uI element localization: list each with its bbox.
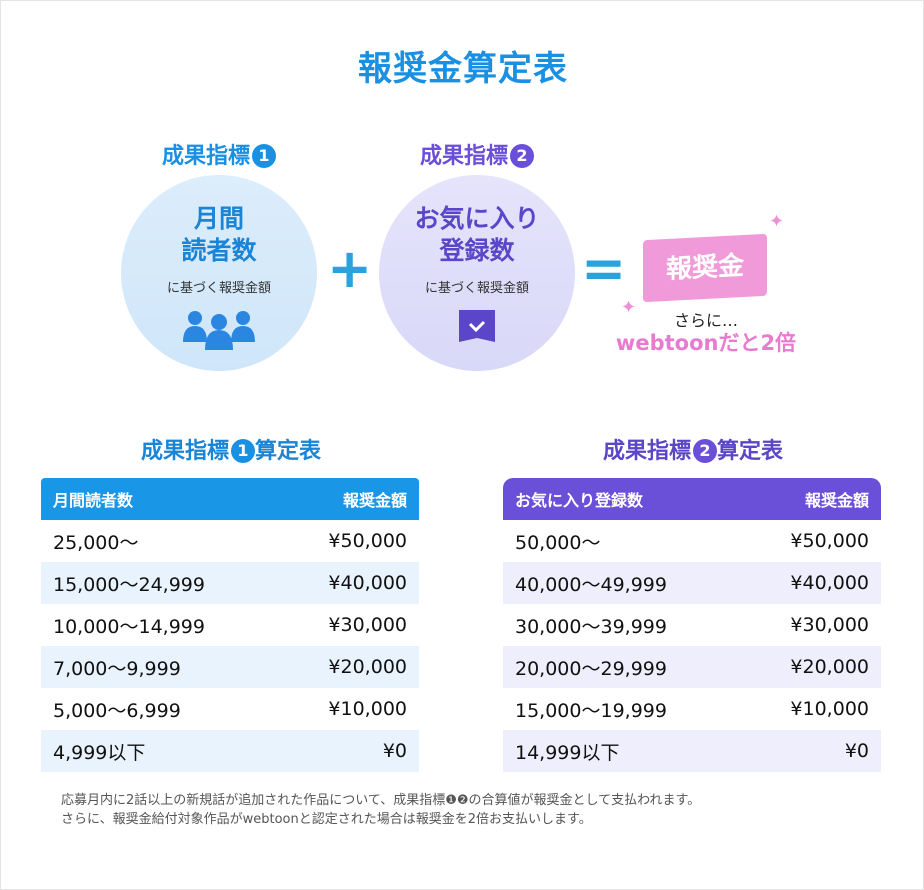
table-header: お気に入り登録数 報奨金額	[503, 478, 881, 520]
indicator1-main-1: 月間	[193, 204, 244, 233]
range-cell: 30,000〜39,999	[515, 615, 667, 638]
footnote-line: さらに、報奨金給付対象作品がwebtoonと認定された場合は報奨金を2倍お支払い…	[61, 812, 592, 827]
reward-cell: ¥30,000	[328, 614, 407, 636]
table1-title: 成果指標 1 算定表	[41, 433, 421, 465]
reward-double: webtoonだと2倍	[615, 331, 797, 355]
number-badge: 1	[231, 439, 255, 463]
table-header: 月間読者数 報奨金額	[41, 478, 419, 520]
indicator1-main-2: 読者数	[181, 236, 257, 265]
table-row: 25,000〜 ¥50,000	[41, 520, 419, 562]
indicator1-label-text: 成果指標	[161, 144, 250, 169]
indicator1-circle: 月間 読者数 に基づく報奨金額	[121, 175, 317, 371]
table-row: 20,000〜29,999 ¥20,000	[503, 646, 881, 688]
range-cell: 14,999以下	[515, 741, 620, 764]
table-row: 7,000〜9,999 ¥20,000	[41, 646, 419, 688]
indicator2-label-text: 成果指標	[419, 144, 508, 169]
reward-cell: ¥20,000	[790, 656, 869, 678]
range-cell: 25,000〜	[53, 531, 139, 554]
footnote-line: 応募月内に2話以上の新規話が追加された作品について、成果指標❶❷の合算値が報奨金…	[61, 793, 701, 808]
range-cell: 20,000〜29,999	[515, 657, 667, 680]
table-row: 50,000〜 ¥50,000	[503, 520, 881, 562]
range-cell: 7,000〜9,999	[53, 657, 181, 680]
indicator2-label: 成果指標 2	[357, 138, 597, 170]
table2-title-suffix: 算定表	[717, 439, 784, 464]
indicator2-main-2: 登録数	[439, 236, 515, 265]
reward-cell: ¥20,000	[328, 656, 407, 678]
page-title: 報奨金算定表	[358, 49, 568, 89]
range-cell: 40,000〜49,999	[515, 573, 667, 596]
column-header: 報奨金額	[741, 478, 881, 520]
bookmark-book-icon	[459, 310, 495, 342]
table1-title-suffix: 算定表	[255, 439, 322, 464]
column-header: 報奨金額	[279, 478, 419, 520]
column-header: お気に入り登録数	[503, 478, 742, 520]
reward-flag: 報奨金	[643, 233, 767, 303]
indicator2-main-1: お気に入り	[414, 204, 540, 233]
reward-more: さらに…	[673, 311, 738, 330]
reward-cell: ¥50,000	[790, 530, 869, 552]
table-row: 5,000〜6,999 ¥10,000	[41, 688, 419, 730]
reward-cell: ¥40,000	[790, 572, 869, 594]
footnote: 応募月内に2話以上の新規話が追加された作品について、成果指標❶❷の合算値が報奨金…	[61, 791, 700, 829]
table2-title: 成果指標 2 算定表	[503, 433, 883, 465]
range-cell: 15,000〜19,999	[515, 699, 667, 722]
people-icon	[183, 311, 255, 350]
reward-cell: ¥40,000	[328, 572, 407, 594]
table1: 月間読者数 報奨金額 25,000〜 ¥50,000 15,000〜24,999 ¥40,…	[41, 478, 419, 772]
table2: お気に入り登録数 報奨金額 50,000〜 ¥50,000 40,000〜49,999 ¥…	[503, 478, 881, 772]
reward-cell: ¥10,000	[790, 698, 869, 720]
table1-title-text: 成果指標	[140, 439, 229, 464]
table-row: 30,000〜39,999 ¥30,000	[503, 604, 881, 646]
indicator1-sub: に基づく報奨金額	[166, 281, 271, 296]
indicator2-sub: に基づく報奨金額	[424, 281, 529, 296]
table-row: 15,000〜24,999 ¥40,000	[41, 562, 419, 604]
sparkle-icon: ✦	[769, 211, 785, 232]
range-cell: 10,000〜14,999	[53, 615, 205, 638]
number-badge: 1	[252, 144, 276, 168]
number-badge: 2	[693, 439, 717, 463]
number-badge: 2	[510, 144, 534, 168]
range-cell: 50,000〜	[515, 531, 601, 554]
reward-cell: ¥0	[844, 740, 869, 762]
equals-icon: =	[581, 237, 627, 300]
reward-cell: ¥10,000	[328, 698, 407, 720]
sparkle-icon: ✦	[621, 297, 637, 318]
column-header: 月間読者数	[41, 478, 280, 520]
table-row: 15,000〜19,999 ¥10,000	[503, 688, 881, 730]
table-row: 10,000〜14,999 ¥30,000	[41, 604, 419, 646]
range-cell: 5,000〜6,999	[53, 699, 181, 722]
reward-cell: ¥30,000	[790, 614, 869, 636]
reward-cell: ¥50,000	[328, 530, 407, 552]
range-cell: 4,999以下	[53, 741, 146, 764]
range-cell: 15,000〜24,999	[53, 573, 205, 596]
table-row: 14,999以下 ¥0	[503, 730, 881, 772]
indicator2-circle: お気に入り 登録数 に基づく報奨金額	[379, 175, 575, 371]
table-row: 4,999以下 ¥0	[41, 730, 419, 772]
table2-title-text: 成果指標	[602, 439, 691, 464]
reward-cell: ¥0	[382, 740, 407, 762]
table-row: 40,000〜49,999 ¥40,000	[503, 562, 881, 604]
plus-icon: +	[327, 237, 373, 300]
indicator1-label: 成果指標 1	[99, 138, 339, 170]
